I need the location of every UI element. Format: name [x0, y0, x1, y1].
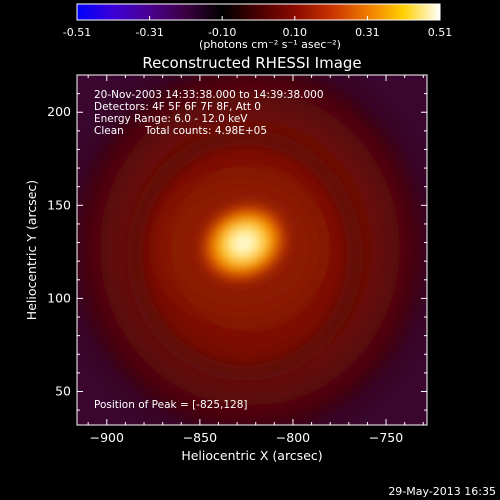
energy-range-text: Energy Range: 6.0 - 12.0 keV: [94, 113, 248, 125]
y-tick-label: 200: [47, 104, 71, 119]
y-tick-label: 50: [55, 383, 71, 398]
colorbar: -0.51 -0.31 -0.10 0.10 0.31 0.51 (photons cm⁻…: [63, 3, 452, 51]
x-tick-label: −750: [369, 430, 403, 445]
colorbar-tick-label: 0.10: [283, 26, 308, 39]
plot-frame: [76, 74, 428, 426]
detectors-text: Detectors: 4F 5F 6F 7F 8F, Att 0: [94, 101, 261, 113]
colorbar-tick-label: -0.51: [63, 26, 91, 39]
colorbar-tick-label: -0.10: [208, 26, 236, 39]
colorbar-tick-label: -0.31: [135, 26, 163, 39]
colorbar-units: (photons cm⁻² s⁻¹ asec⁻²): [199, 38, 341, 51]
total-counts-text: Total counts: 4.98E+05: [144, 125, 267, 137]
colorbar-tick-labels: -0.51 -0.31 -0.10 0.10 0.31 0.51: [63, 26, 452, 39]
time-range-text: 20-Nov-2003 14:33:38.000 to 14:39:38.000: [94, 89, 324, 101]
peak-position-text: Position of Peak = [-825,128]: [94, 399, 248, 411]
footer-timestamp: 29-May-2013 16:35: [388, 485, 496, 498]
x-axis-label: Heliocentric X (arcsec): [181, 448, 322, 463]
dark-ring: [127, 129, 363, 381]
heatmap-image: [77, 75, 427, 425]
colorbar-ticks: [76, 16, 441, 20]
x-tick-label: −850: [183, 430, 217, 445]
x-tick-label: −800: [276, 430, 310, 445]
y-tick-label: 100: [47, 290, 71, 305]
x-axis: −900 −850 −800 −750: [87, 75, 424, 445]
annotations: 20-Nov-2003 14:33:38.000 to 14:39:38.000…: [94, 89, 324, 411]
y-axis-label: Heliocentric Y (arcsec): [24, 180, 39, 320]
x-tick-label: −900: [90, 430, 124, 445]
algorithm-text: Clean: [94, 125, 124, 137]
flare-core: [195, 199, 293, 287]
image-title: Reconstructed RHESSI Image: [142, 54, 361, 72]
y-tick-label: 150: [47, 197, 71, 212]
colorbar-strip: [76, 3, 441, 21]
y-axis: 50 100 150 200: [47, 74, 427, 411]
colorbar-tick-label: 0.51: [428, 26, 453, 39]
colorbar-tick-label: 0.31: [355, 26, 380, 39]
